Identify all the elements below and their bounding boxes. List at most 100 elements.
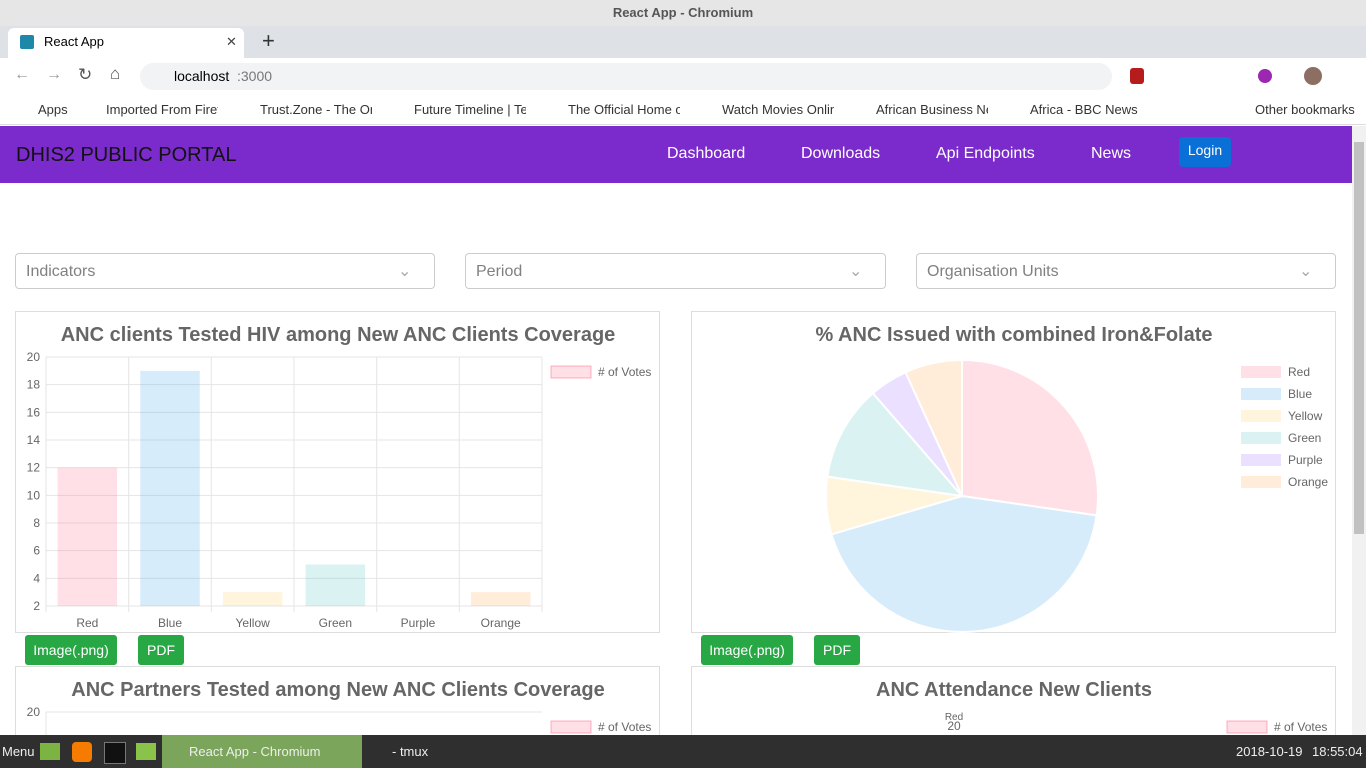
chart-card: ANC clients Tested HIV among New ANC Cli… xyxy=(15,311,660,633)
legend-swatch xyxy=(1241,454,1281,466)
legend-swatch xyxy=(550,365,592,379)
brand[interactable]: DHIS2 PUBLIC PORTAL xyxy=(16,144,237,166)
scroll-thumb[interactable] xyxy=(1354,142,1364,534)
other-bookmarks[interactable]: Other bookmarks xyxy=(1255,102,1355,117)
y-tick-label: 4 xyxy=(33,571,40,585)
window-title: React App - Chromium xyxy=(0,0,1366,26)
url-port: :3000 xyxy=(237,68,273,84)
launcher[interactable] xyxy=(104,742,126,764)
legend-label: Blue xyxy=(1288,387,1312,401)
legend-label: Red xyxy=(1288,365,1310,379)
bookmark[interactable]: African Business Ne xyxy=(876,102,988,117)
x-tick-label: Orange xyxy=(481,616,521,630)
point-label: Red xyxy=(945,712,963,723)
time: 18:55:04 xyxy=(1312,744,1363,759)
launcher[interactable] xyxy=(40,743,60,760)
pie-slice xyxy=(830,494,1098,634)
pie-slice xyxy=(961,358,1099,517)
nav-link[interactable]: Api Endpoints xyxy=(936,145,1035,162)
chart-card: ANC Partners Tested among New ANC Client… xyxy=(15,666,660,735)
reload[interactable]: ↻ xyxy=(78,65,93,84)
chart-title: % ANC Issued with combined Iron&Folate xyxy=(815,324,1212,346)
pie-slice xyxy=(826,391,965,498)
chevron: ⌄ xyxy=(1299,263,1313,280)
select[interactable]: Organisation Units ⌄ xyxy=(916,253,1336,289)
legend-swatch xyxy=(1226,720,1268,734)
chart-title: ANC Attendance New Clients xyxy=(876,679,1152,701)
bookmark[interactable]: Apps xyxy=(38,102,68,117)
y-tick-label: 2 xyxy=(33,599,40,613)
task[interactable]: React App - Chromium xyxy=(162,735,362,768)
y-tick-label: 20 xyxy=(27,350,41,364)
bookmark[interactable]: Trust.Zone - The One xyxy=(260,102,372,117)
ext[interactable] xyxy=(1258,69,1272,83)
x-tick-label: Red xyxy=(76,616,98,630)
new-tab[interactable]: + xyxy=(262,28,275,53)
legend-label: Green xyxy=(1288,431,1321,445)
legend-label: Orange xyxy=(1288,475,1328,489)
x-tick-label: Blue xyxy=(158,616,182,630)
viewport: DHIS2 PUBLIC PORTAL Dashboard Downloads … xyxy=(0,126,1352,735)
chart-title: ANC Partners Tested among New ANC Client… xyxy=(71,679,604,701)
chart: ANC clients Tested HIV among New ANC Cli… xyxy=(27,324,652,630)
nav-link[interactable]: News xyxy=(1091,145,1132,162)
chevron: ⌄ xyxy=(849,263,863,280)
bookmark[interactable]: Watch Movies Online xyxy=(722,102,834,117)
y-tick-label: 16 xyxy=(27,405,41,419)
favicon xyxy=(20,35,34,49)
launcher[interactable] xyxy=(72,742,92,762)
legend-label: Purple xyxy=(1288,453,1323,467)
legend-swatch xyxy=(1241,410,1281,422)
omnibox[interactable]: localhost :3000 xyxy=(140,63,1112,90)
home[interactable]: ⌂ xyxy=(110,64,121,83)
bookmarks-bar: Apps Imported From Firefox Trust.Zone - … xyxy=(0,94,1366,125)
back[interactable]: ← xyxy=(14,66,30,83)
chart: ANC Partners Tested among New ANC Client… xyxy=(27,679,651,735)
scrollbar[interactable] xyxy=(1352,126,1366,735)
bar xyxy=(140,370,200,606)
legend-label: # of Votes xyxy=(598,365,651,379)
tab-title: React App xyxy=(44,34,104,49)
bar xyxy=(305,564,366,606)
chart-card: % ANC Issued with combined Iron&Folate Re… xyxy=(691,311,1336,634)
login-button[interactable]: Login xyxy=(1179,137,1231,167)
bookmark[interactable]: Future Timeline | Te xyxy=(414,102,526,117)
bookmark[interactable]: Africa - BBC News xyxy=(1030,102,1138,117)
legend-label: # of Votes xyxy=(1274,720,1327,734)
pdf-button[interactable]: PDF xyxy=(138,635,184,665)
legend-label: # of Votes xyxy=(598,720,651,734)
nav-link[interactable]: Downloads xyxy=(801,145,881,162)
y-tick-label: 6 xyxy=(33,544,40,558)
forward[interactable]: → xyxy=(46,66,62,83)
nav-link[interactable]: Dashboard xyxy=(667,145,746,162)
select[interactable]: Period ⌄ xyxy=(465,253,886,289)
menu[interactable]: Menu xyxy=(2,744,35,759)
url-host: localhost xyxy=(174,68,230,84)
bookmark[interactable]: The Official Home of xyxy=(568,102,680,117)
chart-card: ANC Attendance New Clients Red 20 # of Vote… xyxy=(691,666,1336,735)
pdf-button[interactable]: PDF xyxy=(814,635,860,665)
bookmark[interactable]: Imported From Firefox xyxy=(106,102,218,117)
tab[interactable]: React App ✕ xyxy=(8,28,244,58)
avatar[interactable] xyxy=(1304,67,1322,85)
task-label[interactable]: - tmux xyxy=(392,744,429,759)
y-tick-label: 10 xyxy=(27,488,41,502)
chevron: ⌄ xyxy=(398,263,412,280)
image-button[interactable]: Image(.png) xyxy=(701,635,793,665)
tab-close[interactable]: ✕ xyxy=(226,34,237,49)
ext[interactable] xyxy=(1130,68,1144,84)
chart-title: ANC clients Tested HIV among New ANC Cli… xyxy=(61,324,616,346)
select[interactable]: Indicators ⌄ xyxy=(15,253,435,289)
x-tick-label: Yellow xyxy=(236,616,271,630)
legend-label: Yellow xyxy=(1288,409,1323,423)
legend-swatch xyxy=(550,720,592,734)
legend-swatch xyxy=(1241,388,1281,400)
image-button[interactable]: Image(.png) xyxy=(25,635,117,665)
bar xyxy=(470,592,531,606)
launcher[interactable] xyxy=(136,743,156,760)
y-tick-label: 14 xyxy=(27,433,41,447)
placeholder: Organisation Units xyxy=(927,263,1059,280)
bar xyxy=(57,467,118,606)
